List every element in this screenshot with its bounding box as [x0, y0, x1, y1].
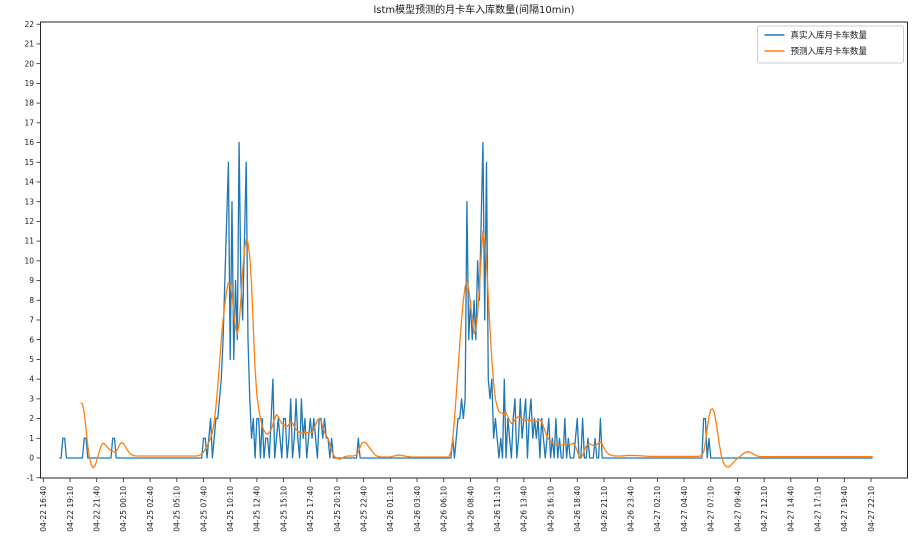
y-tick-label: 14 — [24, 178, 34, 187]
x-tick-label: 04-25 07:40 — [199, 486, 208, 532]
x-tick-label: 04-25 02:40 — [146, 486, 155, 532]
x-tick-label: 04-25 17:40 — [306, 486, 315, 532]
y-tick-label: 6 — [29, 335, 34, 344]
y-tick-label: 7 — [29, 316, 34, 325]
x-tick-label: 04-25 20:10 — [333, 486, 342, 532]
axes-frame — [40, 21, 908, 479]
x-tick-label: 04-26 01:10 — [386, 486, 395, 532]
x-tick-label: 04-27 22:10 — [867, 486, 876, 532]
legend-label-1: 预测入库月卡车数量 — [791, 46, 868, 57]
x-tick-label: 04-26 06:10 — [440, 486, 449, 532]
x-tick-label: 04-27 17:10 — [813, 486, 822, 532]
series-line-0 — [59, 141, 873, 459]
x-tick-label: 04-25 22:40 — [359, 486, 368, 532]
y-tick-label: 21 — [24, 40, 34, 49]
y-tick-label: 15 — [24, 158, 34, 167]
legend-label-0: 真实入库月卡车数量 — [791, 30, 868, 41]
x-tick-label: 04-25 12:40 — [253, 486, 262, 532]
x-tick-label: 04-27 04:40 — [680, 486, 689, 532]
x-tick-label: 04-25 10:10 — [226, 486, 235, 532]
y-tick-label: 4 — [29, 375, 34, 384]
x-tick-label: 04-22 16:40 — [39, 486, 48, 532]
y-tick-label: 20 — [24, 59, 34, 68]
y-tick-label: 9 — [29, 276, 34, 285]
y-tick-label: 3 — [29, 394, 34, 403]
x-tick-label: 04-22 21:40 — [92, 486, 101, 532]
y-tick-label: 22 — [24, 20, 34, 29]
y-tick-label: 10 — [24, 256, 34, 265]
y-tick-label: 8 — [29, 296, 34, 305]
y-tick-label: 18 — [24, 99, 34, 108]
x-tick-label: 04-27 12:10 — [760, 486, 769, 532]
y-tick-label: 0 — [29, 454, 34, 463]
x-tick-label: 04-27 02:10 — [653, 486, 662, 532]
y-tick-label: 17 — [24, 118, 34, 127]
y-tick-label: 13 — [24, 197, 34, 206]
x-tick-label: 04-25 05:10 — [173, 486, 182, 532]
x-tick-label: 04-25 00:10 — [119, 486, 128, 532]
x-tick-label: 04-26 03:40 — [413, 486, 422, 532]
x-tick-label: 04-27 07:10 — [707, 486, 716, 532]
x-tick-label: 04-26 21:10 — [600, 486, 609, 532]
y-tick-label: 19 — [24, 79, 34, 88]
x-tick-label: 04-26 18:40 — [573, 486, 582, 532]
x-tick-label: 04-27 19:40 — [840, 486, 849, 532]
x-tick-label: 04-26 16:10 — [546, 486, 555, 532]
x-tick-label: 04-26 13:40 — [520, 486, 529, 532]
plot-area: -101234567891011121314151617181920212204… — [24, 20, 908, 532]
chart-title: lstm模型预测的月卡车入库数量(间隔10min) — [373, 3, 574, 16]
y-tick-label: 1 — [29, 434, 34, 443]
y-tick-label: 16 — [24, 138, 34, 147]
x-tick-label: 04-22 19:10 — [66, 486, 75, 532]
series-line-1 — [80, 230, 873, 469]
x-tick-label: 04-26 11:10 — [493, 486, 502, 532]
x-tick-label: 04-26 23:40 — [626, 486, 635, 532]
x-tick-label: 04-27 09:40 — [733, 486, 742, 532]
y-tick-label: 11 — [24, 237, 34, 246]
y-tick-label: 5 — [29, 355, 34, 364]
legend-box — [757, 25, 904, 64]
y-tick-label: -1 — [27, 473, 35, 482]
x-tick-label: 04-27 14:40 — [787, 486, 796, 532]
x-tick-label: 04-25 15:10 — [279, 486, 288, 532]
x-tick-label: 04-26 08:40 — [466, 486, 475, 532]
y-tick-label: 2 — [29, 414, 34, 423]
y-tick-label: 12 — [24, 217, 34, 226]
